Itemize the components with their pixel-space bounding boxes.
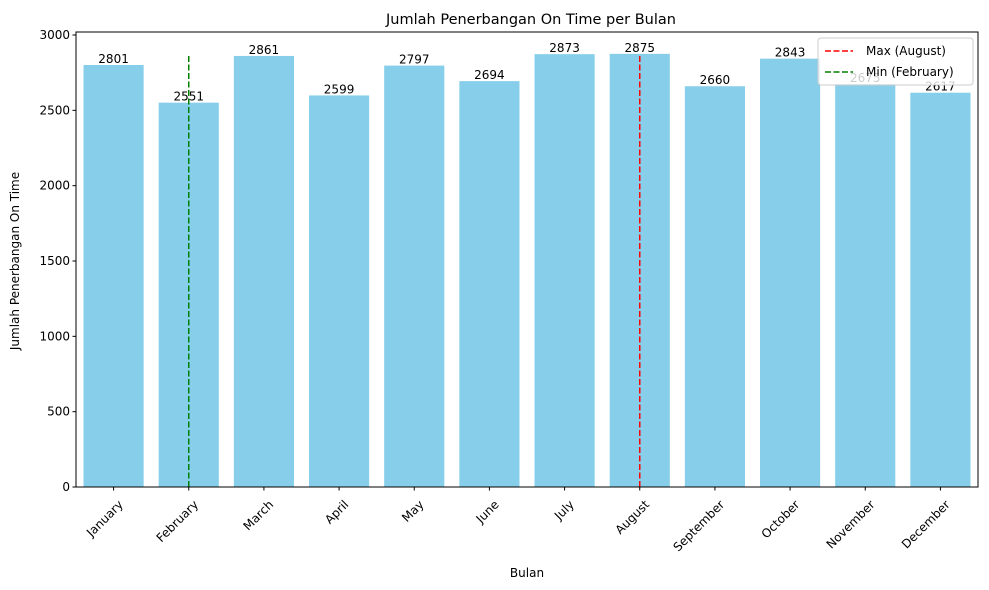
bar-value-label-october: 2843 — [775, 46, 806, 60]
y-tick-label: 500 — [47, 405, 70, 419]
bar-june — [459, 81, 520, 487]
x-tick-label-january: January — [83, 497, 126, 540]
x-tick-label-march: March — [240, 497, 276, 533]
legend: Max (August) Min (February) — [817, 37, 974, 86]
bar-value-label-august: 2875 — [624, 41, 655, 55]
x-tick-label-november: November — [824, 497, 878, 551]
bar-value-label-july: 2873 — [549, 41, 580, 55]
x-tick-label-april: April — [322, 497, 351, 526]
x-tick-label-september: September — [670, 497, 727, 554]
x-axis-title: Bulan — [510, 566, 544, 580]
bar-april — [309, 95, 370, 488]
x-tick-label-may: May — [399, 497, 426, 524]
bar-march — [233, 55, 294, 488]
bar-october — [760, 58, 821, 488]
y-tick-label: 2000 — [39, 179, 70, 193]
x-tick-label-october: October — [759, 497, 803, 541]
x-tick-label-june: June — [473, 497, 502, 526]
x-tick-label-july: July — [551, 497, 577, 523]
x-axis: January February March April May June July Augu… — [83, 487, 953, 554]
reference-lines-layer — [188, 53, 641, 487]
x-tick-label-february: February — [154, 497, 202, 545]
bar-value-label-march: 2861 — [249, 43, 280, 57]
bar-may — [384, 65, 445, 487]
bar-september — [684, 86, 745, 488]
chart-title: Jumlah Penerbangan On Time per Bulan — [385, 12, 676, 28]
bars-layer — [83, 53, 971, 488]
bar-value-label-june: 2694 — [474, 68, 505, 82]
y-axis-title: Jumlah Penerbangan On Time — [8, 172, 22, 351]
x-tick-label-december: December — [899, 497, 953, 551]
bar-november — [835, 83, 896, 487]
bar-december — [910, 92, 971, 487]
bar-value-label-january: 2801 — [98, 52, 129, 66]
y-tick-label: 3000 — [39, 28, 70, 42]
bar-value-label-february: 2551 — [173, 90, 204, 104]
plot-frame — [75, 31, 979, 488]
bar-july — [534, 54, 595, 488]
bar-value-label-september: 2660 — [700, 73, 731, 87]
bar-value-label-may: 2797 — [399, 53, 430, 67]
y-axis: 0 500 1000 1500 2000 2500 3000 — [39, 28, 76, 494]
legend-items: Max (August) Min (February) — [825, 44, 954, 79]
y-tick-label: 1500 — [39, 254, 70, 268]
y-tick-label: 2500 — [39, 103, 70, 117]
y-tick-label: 1000 — [39, 329, 70, 343]
legend-box — [817, 37, 974, 86]
x-tick-label-august: August — [612, 497, 652, 537]
bar-january — [83, 64, 144, 488]
y-tick-label: 0 — [62, 480, 70, 494]
legend-label-min-february-: Min (February) — [866, 65, 954, 79]
legend-label-max-august-: Max (August) — [866, 44, 946, 58]
bar-value-label-april: 2599 — [324, 82, 355, 96]
